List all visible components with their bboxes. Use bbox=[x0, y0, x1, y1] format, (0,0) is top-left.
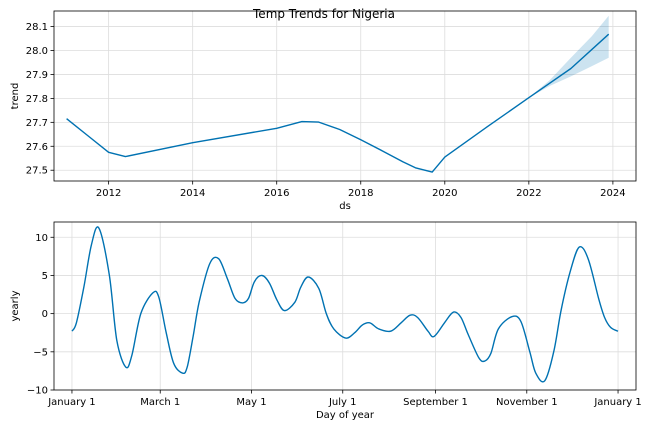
trend-x-axis-label: ds bbox=[339, 201, 351, 212]
chart-title: Temp Trends for Nigeria bbox=[252, 7, 395, 21]
yearly-y-tick-label: −5 bbox=[33, 347, 48, 358]
trend-x-ticks: 2012 2014 2016 2018 2020 2022 2024 bbox=[96, 181, 626, 199]
trend-y-tick-label: 27.6 bbox=[26, 142, 48, 153]
yearly-series bbox=[71, 226, 619, 383]
trend-x-tick-label: 2012 bbox=[96, 188, 121, 199]
yearly-y-tick-label: 0 bbox=[42, 309, 48, 320]
trend-series bbox=[66, 33, 610, 173]
yearly-grid bbox=[54, 222, 636, 391]
yearly-y-tick-label: −10 bbox=[27, 386, 48, 397]
yearly-y-tick-label: 10 bbox=[35, 233, 48, 244]
yearly-series-line bbox=[71, 226, 619, 383]
trend-y-tick-label: 28.0 bbox=[26, 46, 48, 57]
trend-series-line bbox=[66, 33, 610, 173]
trend-y-tick-label: 27.8 bbox=[26, 94, 48, 105]
yearly-x-tick-label: January 1 bbox=[47, 397, 95, 408]
yearly-panel: January 1 March 1 May 1 July 1 September 1 No… bbox=[10, 221, 642, 421]
trend-x-tick-label: 2022 bbox=[516, 188, 541, 199]
trend-panel: 2012 2014 2016 2018 2020 2022 2024 27.527.627.… bbox=[10, 10, 637, 212]
trend-y-axis-label: trend bbox=[10, 83, 21, 110]
yearly-y-ticks: −10 −5 0 5 10 bbox=[27, 233, 54, 397]
trend-band-area bbox=[528, 15, 609, 98]
trend-y-tick-label: 27.5 bbox=[26, 166, 48, 177]
trend-grid bbox=[54, 11, 636, 181]
trend-y-ticks: 27.5 27.6 27.7 27.8 27.9 28.0 28.1 bbox=[26, 22, 54, 177]
yearly-x-tick-label: November 1 bbox=[496, 397, 558, 408]
trend-x-tick-label: 2024 bbox=[600, 188, 625, 199]
yearly-x-tick-label: July 1 bbox=[328, 397, 357, 408]
trend-x-tick-label: 2020 bbox=[432, 188, 457, 199]
trend-y-tick-label: 27.7 bbox=[26, 118, 48, 129]
yearly-axes-frame bbox=[53, 221, 637, 391]
yearly-y-tick-label: 5 bbox=[42, 271, 48, 282]
yearly-x-ticks: January 1 March 1 May 1 July 1 September 1 No… bbox=[47, 390, 642, 408]
trend-uncertainty-band bbox=[528, 15, 609, 98]
yearly-y-axis-label: yearly bbox=[10, 290, 21, 321]
trend-x-tick-label: 2018 bbox=[348, 188, 373, 199]
yearly-x-tick-label: January 1 bbox=[593, 397, 641, 408]
yearly-x-axis-label: Day of year bbox=[316, 410, 375, 421]
trend-x-tick-label: 2014 bbox=[180, 188, 205, 199]
yearly-x-tick-label: September 1 bbox=[403, 397, 468, 408]
yearly-x-tick-label: March 1 bbox=[140, 397, 180, 408]
yearly-x-tick-label: May 1 bbox=[236, 397, 266, 408]
trend-axes-frame bbox=[53, 10, 637, 182]
trend-y-tick-label: 27.9 bbox=[26, 70, 48, 81]
trend-y-tick-label: 28.1 bbox=[26, 22, 48, 33]
trend-x-tick-label: 2016 bbox=[264, 188, 289, 199]
